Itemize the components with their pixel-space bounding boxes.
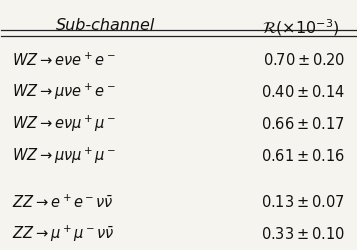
Text: $0.66 \pm 0.17$: $0.66 \pm 0.17$ [261,115,345,131]
Text: $WZ \rightarrow \mu\nu e^+e^-$: $WZ \rightarrow \mu\nu e^+e^-$ [12,82,116,102]
Text: $WZ \rightarrow e\nu\mu^+\mu^-$: $WZ \rightarrow e\nu\mu^+\mu^-$ [12,113,116,134]
Text: $0.40 \pm 0.14$: $0.40 \pm 0.14$ [261,84,345,100]
Text: Sub-channel: Sub-channel [56,18,156,32]
Text: $\mathcal{R}(\times 10^{-3})$: $\mathcal{R}(\times 10^{-3})$ [262,18,340,38]
Text: $WZ \rightarrow e\nu e^+e^-$: $WZ \rightarrow e\nu e^+e^-$ [12,52,116,69]
Text: $0.70 \pm 0.20$: $0.70 \pm 0.20$ [263,52,345,68]
Text: $0.61 \pm 0.16$: $0.61 \pm 0.16$ [261,147,345,163]
Text: $WZ \rightarrow \mu\nu\mu^+\mu^-$: $WZ \rightarrow \mu\nu\mu^+\mu^-$ [12,145,116,165]
Text: $0.33 \pm 0.10$: $0.33 \pm 0.10$ [261,225,345,241]
Text: $ZZ \rightarrow e^+e^-\nu\bar{\nu}$: $ZZ \rightarrow e^+e^-\nu\bar{\nu}$ [12,193,114,210]
Text: $ZZ \rightarrow \mu^+\mu^-\nu\bar{\nu}$: $ZZ \rightarrow \mu^+\mu^-\nu\bar{\nu}$ [12,223,115,243]
Text: $0.13 \pm 0.07$: $0.13 \pm 0.07$ [261,194,345,210]
